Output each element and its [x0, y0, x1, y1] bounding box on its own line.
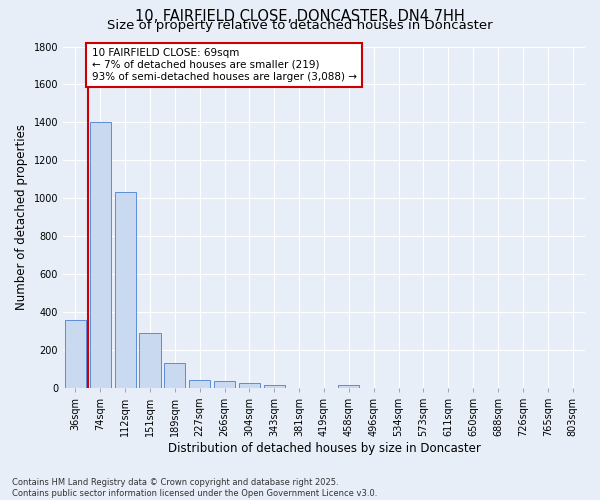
- Bar: [214, 381, 235, 388]
- Bar: [115, 192, 136, 388]
- Text: Contains HM Land Registry data © Crown copyright and database right 2025.
Contai: Contains HM Land Registry data © Crown c…: [12, 478, 377, 498]
- Bar: [65, 320, 86, 388]
- Bar: [189, 380, 211, 388]
- Bar: [239, 383, 260, 388]
- Text: 10 FAIRFIELD CLOSE: 69sqm
← 7% of detached houses are smaller (219)
93% of semi-: 10 FAIRFIELD CLOSE: 69sqm ← 7% of detach…: [92, 48, 356, 82]
- Text: Size of property relative to detached houses in Doncaster: Size of property relative to detached ho…: [107, 19, 493, 32]
- Bar: [264, 384, 285, 388]
- X-axis label: Distribution of detached houses by size in Doncaster: Distribution of detached houses by size …: [167, 442, 481, 455]
- Y-axis label: Number of detached properties: Number of detached properties: [15, 124, 28, 310]
- Text: 10, FAIRFIELD CLOSE, DONCASTER, DN4 7HH: 10, FAIRFIELD CLOSE, DONCASTER, DN4 7HH: [135, 9, 465, 24]
- Bar: [139, 333, 161, 388]
- Bar: [90, 122, 111, 388]
- Bar: [164, 364, 185, 388]
- Bar: [338, 384, 359, 388]
